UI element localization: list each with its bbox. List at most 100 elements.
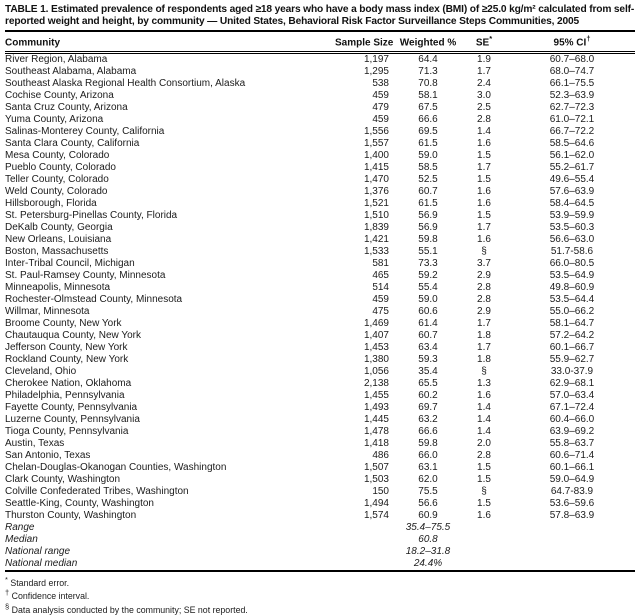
column-header-sup: * (489, 34, 493, 44)
table-row: New Orleans, Louisiana 1,421 59.8 1.6 56.6–6… (5, 234, 635, 246)
table-title: TABLE 1. Estimated prevalence of respond… (5, 4, 635, 27)
sample-size-cell: 1,470 (363, 173, 389, 185)
table-row: Thurston County, Washington 1,574 60.9 1.6 5… (5, 510, 635, 522)
summary-row: Range 35.4–75.5 (5, 522, 635, 534)
table-header: Community Sample Size Weighted % SE* 95%… (5, 30, 635, 54)
ci-cell: 59.0–64.9 (549, 473, 595, 485)
weighted-pct-cell: 61.5 (418, 137, 438, 149)
ci-cell: 33.0-37.9 (550, 365, 594, 377)
ci-cell: 55.9–62.7 (549, 353, 595, 365)
community-cell: Colville Confederated Tribes, Washington (5, 485, 189, 497)
ci-cell: 64.7-83.9 (550, 485, 594, 497)
community-cell: Santa Clara County, California (5, 137, 140, 149)
community-cell: Weld County, Colorado (5, 185, 108, 197)
se-cell: 1.4 (477, 425, 491, 437)
community-cell: Austin, Texas (5, 437, 65, 449)
weighted-pct-cell: 73.3 (418, 257, 438, 269)
se-cell: 3.0 (477, 89, 491, 101)
table-row: Pueblo County, Colorado 1,415 58.5 1.7 55.2–… (5, 162, 635, 174)
community-cell: Pueblo County, Colorado (5, 161, 116, 173)
footnote-line: † Confidence interval. (5, 588, 635, 602)
se-cell: 1.3 (477, 377, 491, 389)
se-cell: 1.4 (477, 125, 491, 137)
sample-size-cell: 1,400 (363, 149, 389, 161)
community-cell: Tioga County, Pennsylvania (5, 425, 129, 437)
summary-empty-cell (459, 557, 509, 572)
community-cell: Cherokee Nation, Oklahoma (5, 377, 132, 389)
sample-size-cell: 514 (372, 281, 389, 293)
ci-cell: 66.1–75.5 (549, 77, 595, 89)
summary-label-cell: National median (5, 557, 335, 572)
se-cell: 1.7 (477, 65, 491, 77)
table-row: Seattle-King, County, Washington 1,494 56.… (5, 498, 635, 510)
se-cell: 3.7 (477, 257, 491, 269)
se-cell: 1.7 (477, 161, 491, 173)
se-cell: § (481, 365, 487, 377)
table-body: River Region, Alabama 1,197 64.4 1.9 60.7–68… (5, 52, 635, 572)
sample-size-cell: 1,521 (363, 197, 389, 209)
se-cell: 1.6 (477, 233, 491, 245)
column-header-sample-size: Sample Size (335, 30, 397, 54)
summary-label-cell: Range (5, 521, 35, 533)
community-cell: Philadelphia, Pennsylvania (5, 389, 125, 401)
se-cell: 1.5 (477, 149, 491, 161)
sample-size-cell: 1,839 (363, 221, 389, 233)
table-row: DeKalb County, Georgia 1,839 56.9 1.7 53.5–6… (5, 222, 635, 234)
weighted-pct-cell: 60.2 (418, 389, 438, 401)
column-header-se: SE* (459, 30, 509, 54)
weighted-pct-cell: 55.4 (418, 281, 438, 293)
community-cell: Fayette County, Pennsylvania (5, 401, 138, 413)
ci-cell: 62.7–72.3 (549, 101, 595, 113)
sample-size-cell: 1,493 (363, 401, 389, 413)
weighted-pct-cell: 56.9 (418, 221, 438, 233)
se-cell: 1.6 (477, 197, 491, 209)
se-cell: § (481, 485, 487, 497)
table-row: Fayette County, Pennsylvania 1,493 69.7 1.4… (5, 402, 635, 414)
community-cell: Rochester-Olmstead County, Minnesota (5, 293, 183, 305)
weighted-pct-cell: 60.6 (418, 305, 438, 317)
community-cell: Santa Cruz County, Arizona (5, 101, 128, 113)
ci-cell: 66.7–72.2 (549, 125, 595, 137)
sample-size-cell: 1,510 (363, 209, 389, 221)
community-cell: DeKalb County, Georgia (5, 221, 113, 233)
summary-empty-cell (335, 557, 397, 572)
ci-cell: 55.0–66.2 (549, 305, 595, 317)
footnotes: * Standard error. † Confidence interval. §… (5, 575, 635, 615)
community-cell: Hillsborough, Florida (5, 197, 97, 209)
community-cell: Mesa County, Colorado (5, 149, 110, 161)
ci-cell: 53.5–60.3 (549, 221, 595, 233)
community-cell: Seattle-King, County, Washington (5, 497, 154, 509)
table-row: Willmar, Minnesota 475 60.6 2.9 55.0–66.2 (5, 306, 635, 318)
ci-cell: 51.7-58.6 (550, 245, 594, 257)
ci-cell: 60.1–66.1 (549, 461, 595, 473)
weighted-pct-cell: 61.5 (418, 197, 438, 209)
summary-value-cell: 60.8 (418, 533, 438, 545)
community-cell: Broome County, New York (5, 317, 122, 329)
footnote-text: Confidence interval. (11, 590, 90, 601)
weighted-pct-cell: 59.3 (418, 353, 438, 365)
weighted-pct-cell: 69.7 (418, 401, 438, 413)
community-cell: Jefferson County, New York (5, 341, 128, 353)
weighted-pct-cell: 59.8 (418, 437, 438, 449)
summary-empty-cell (459, 546, 509, 558)
ci-cell: 57.8–63.9 (549, 509, 595, 521)
table-row: Tioga County, Pennsylvania 1,478 66.6 1.4 63… (5, 426, 635, 438)
se-cell: 1.6 (477, 389, 491, 401)
table-row: Rockland County, New York 1,380 59.3 1.8 55.… (5, 354, 635, 366)
table-row: Santa Clara County, California 1,557 61.5 1… (5, 138, 635, 150)
footnote-marker: § (5, 601, 10, 611)
table-row: Philadelphia, Pennsylvania 1,455 60.2 1.6 57… (5, 390, 635, 402)
table-row: St. Paul-Ramsey County, Minnesota 465 59.2… (5, 270, 635, 282)
table-row: Hillsborough, Florida 1,521 61.5 1.6 58.4–64… (5, 198, 635, 210)
community-cell: Chautauqua County, New York (5, 329, 142, 341)
weighted-pct-cell: 60.9 (418, 509, 438, 521)
summary-row: National median 24.4% (5, 557, 635, 572)
ci-cell: 53.5–64.9 (549, 269, 595, 281)
ci-cell: 68.0–74.7 (549, 65, 595, 77)
table-row: Minneapolis, Minnesota 514 55.4 2.8 49.8–60.… (5, 282, 635, 294)
community-cell: Southeast Alabama, Alabama (5, 65, 137, 77)
community-cell: Yuma County, Arizona (5, 113, 104, 125)
ci-cell: 55.2–61.7 (549, 161, 595, 173)
ci-cell: 53.9–59.9 (549, 209, 595, 221)
se-cell: 1.5 (477, 497, 491, 509)
